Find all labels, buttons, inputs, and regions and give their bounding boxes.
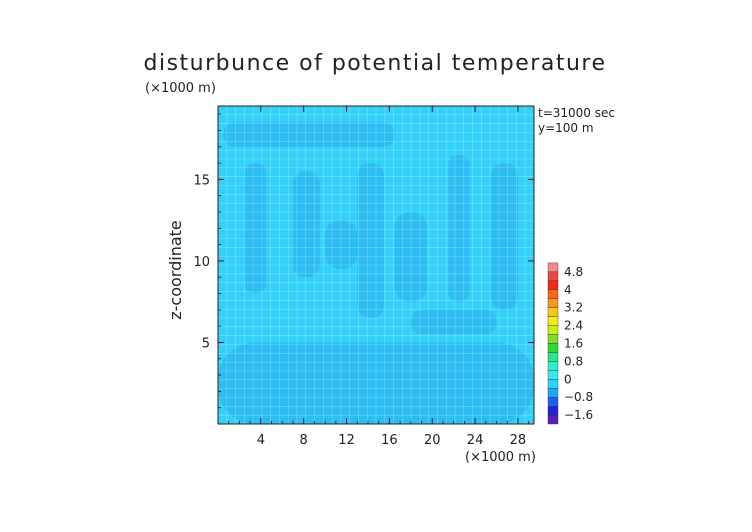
- colorbar-label: −0.8: [564, 390, 593, 404]
- negative-region: [410, 309, 497, 335]
- x-tick-label: 16: [381, 433, 398, 448]
- x-unit-label: (×1000 m): [465, 450, 536, 465]
- colorbar-label: −1.6: [564, 408, 593, 422]
- colorbar-box: [547, 405, 559, 416]
- colorbar-box: [547, 325, 559, 335]
- negative-region: [223, 122, 395, 147]
- y-axis-label: z-coordinate: [166, 220, 185, 320]
- y-ticks: 5 10 15: [193, 113, 534, 409]
- colorbar-box: [547, 298, 559, 308]
- colorbar-box: [547, 388, 559, 398]
- y-unit-label: (×1000 m): [145, 81, 216, 96]
- time-annotation: t=31000 sec: [538, 106, 615, 120]
- colorbar-label: 0: [564, 372, 572, 386]
- x-tick-label: 24: [467, 433, 484, 448]
- colorbar-box: [547, 361, 559, 371]
- colorbar: 4.8 4 3.2 2.4 1.6 0.8 0 −0.8 −1.6: [547, 262, 593, 425]
- y-slice-annotation: y=100 m: [538, 121, 594, 135]
- x-tick-label: 12: [338, 433, 355, 448]
- colorbar-box: [547, 334, 559, 344]
- y-tick-label: 10: [193, 255, 210, 270]
- colorbar-box: [547, 307, 559, 317]
- negative-region: [357, 163, 385, 318]
- x-ticks: 4 8 12 16 20 24 28: [228, 106, 530, 448]
- x-tick-label: 28: [510, 433, 527, 448]
- colorbar-box: [547, 289, 559, 299]
- plot-area: 4 8 12 16 20 24 28 5 10 15: [193, 105, 535, 448]
- grid: [218, 106, 534, 424]
- colorbar-label: 0.8: [564, 354, 583, 368]
- colorbar-box: [547, 271, 559, 282]
- colorbar-box: [547, 262, 559, 273]
- colorbar-label: 4: [564, 283, 572, 297]
- negative-region: [325, 220, 358, 270]
- x-tick-label: 8: [300, 433, 308, 448]
- negative-region: [244, 163, 267, 294]
- chart-title: disturbunce of potential temperature: [144, 51, 607, 76]
- negative-region: [218, 342, 534, 424]
- y-tick-label: 15: [193, 173, 210, 188]
- colorbar-box: [547, 316, 559, 326]
- negative-region: [394, 212, 427, 302]
- colorbar-box: [547, 280, 559, 290]
- colorbar-box: [547, 352, 559, 362]
- x-tick-label: 4: [257, 433, 265, 448]
- negative-region: [448, 154, 470, 302]
- colorbar-box: [547, 396, 559, 407]
- colorbar-box: [547, 370, 559, 380]
- colorbar-box: [547, 379, 559, 389]
- negative-region: [491, 163, 518, 310]
- y-tick-label: 5: [202, 336, 210, 351]
- colorbar-label: 2.4: [564, 319, 583, 333]
- negative-region: [292, 171, 320, 278]
- plot-frame: [217, 105, 535, 425]
- colorbar-label: 4.8: [564, 265, 583, 279]
- negative-regions: [218, 122, 534, 424]
- colorbar-box: [547, 414, 559, 425]
- colorbar-box: [547, 343, 559, 353]
- colorbar-label: 1.6: [564, 336, 583, 350]
- colorbar-label: 3.2: [564, 301, 583, 315]
- x-tick-label: 20: [424, 433, 441, 448]
